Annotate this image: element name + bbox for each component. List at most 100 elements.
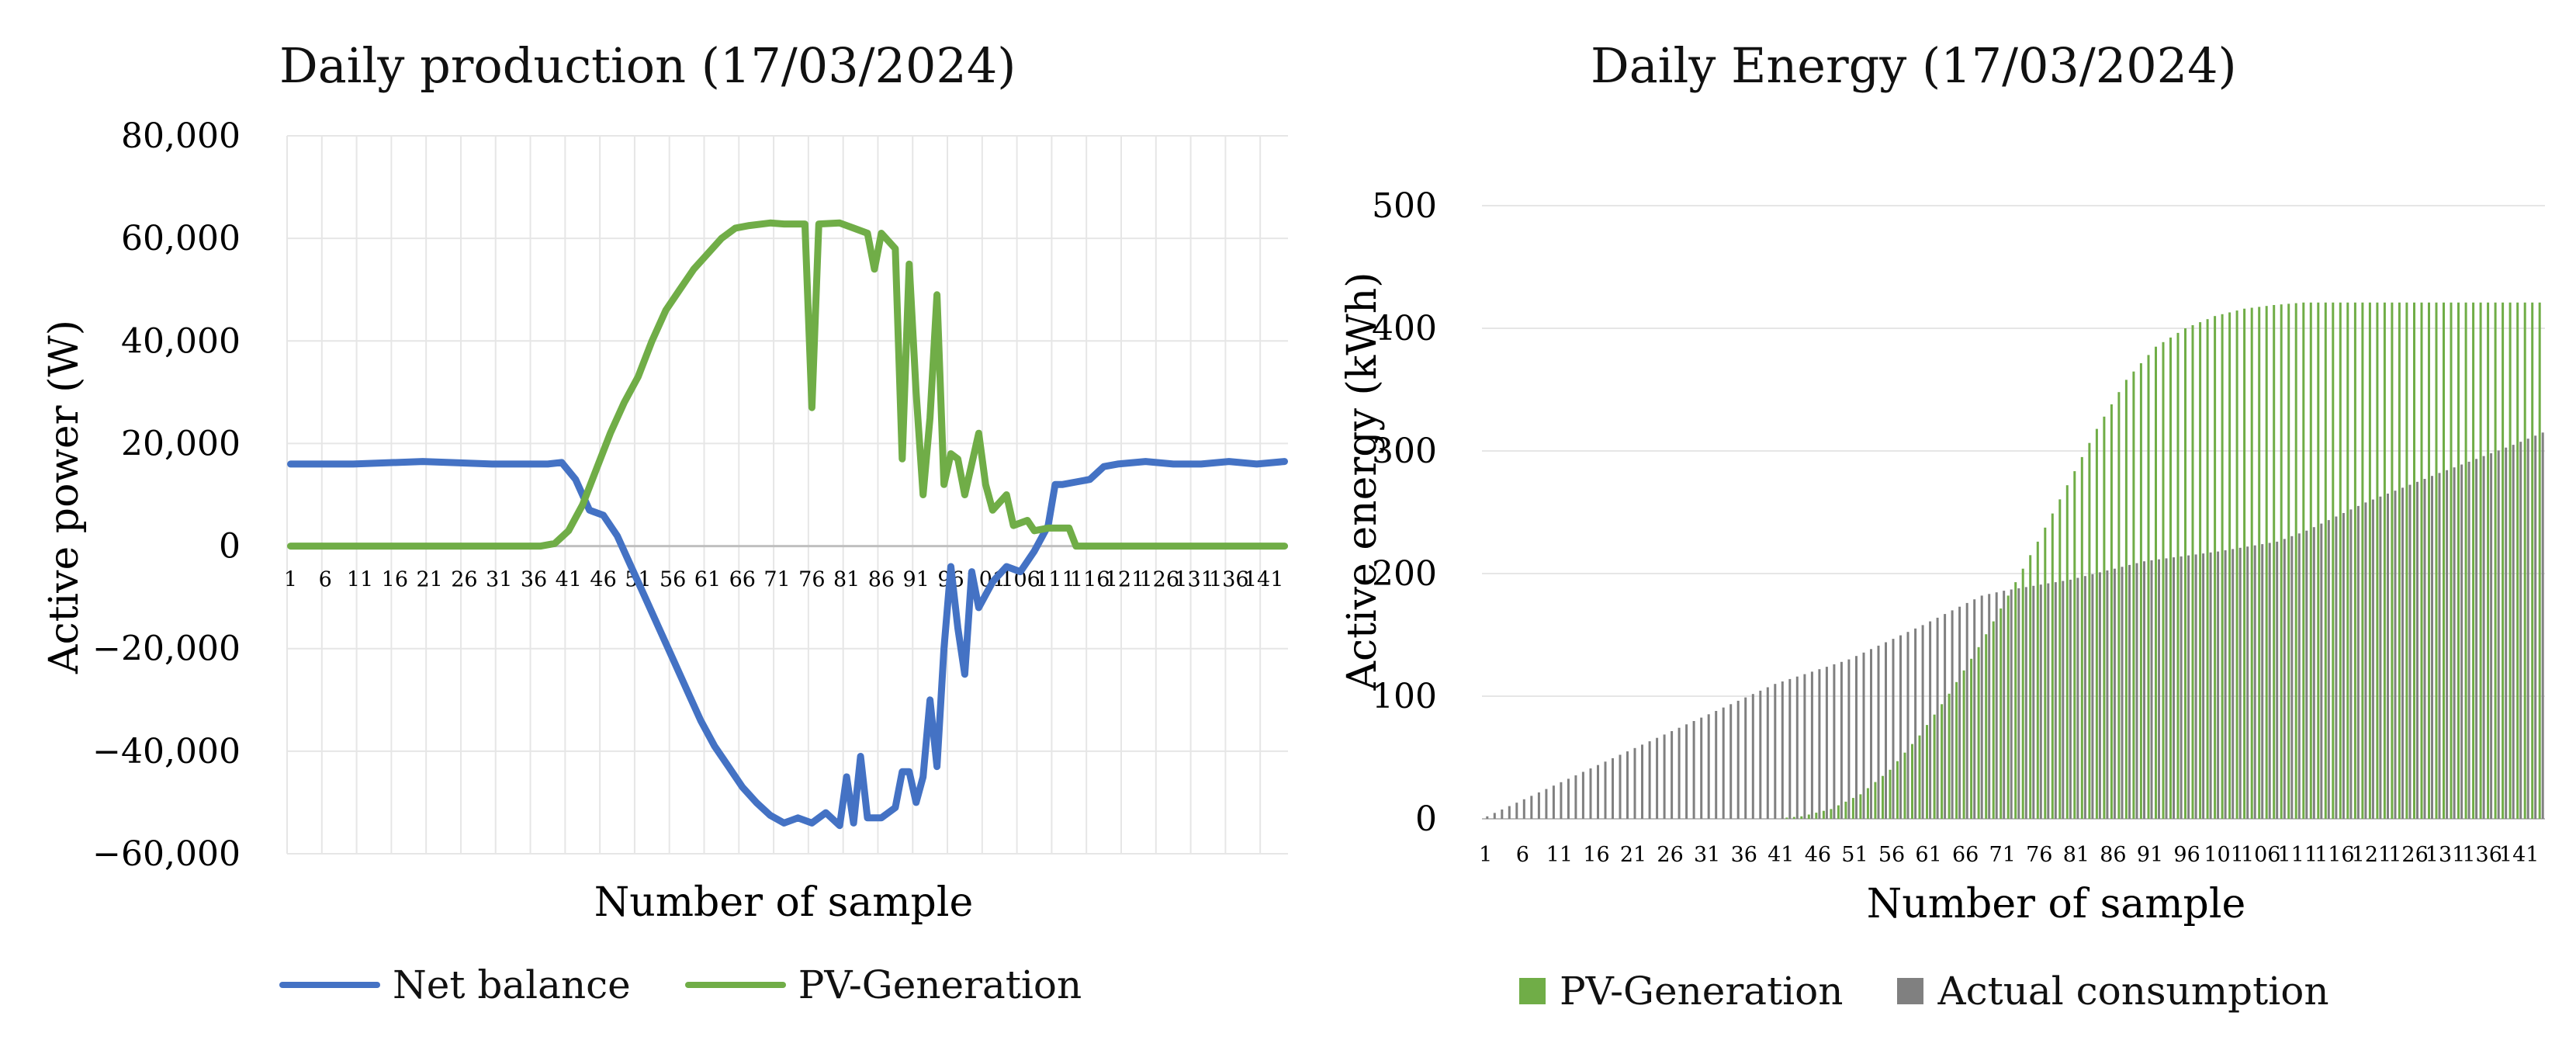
pv-generation-swatch [684, 982, 786, 988]
x-tick-label: 71 [1989, 843, 2016, 867]
actual-consumption-bar [2356, 505, 2360, 819]
actual-consumption-bar [1648, 741, 1651, 819]
actual-consumption-bar [1744, 697, 1747, 819]
pv-generation-bar [2391, 302, 2394, 819]
pv-generation-bar [2191, 325, 2194, 819]
x-tick-label: 116 [1070, 568, 1110, 592]
pv-generation-bar [1941, 704, 1944, 819]
pv-generation-bar [2117, 392, 2121, 819]
x-tick-label: 111 [1035, 568, 1075, 592]
pv-generation-bar [2044, 527, 2047, 820]
actual-consumption-bar [1995, 592, 1998, 819]
pv-generation-bar [2405, 302, 2408, 819]
actual-consumption-bar [2475, 459, 2478, 819]
pv-generation-bar [1822, 810, 1825, 819]
pv-generation-bar [2243, 308, 2246, 819]
pv-generation-bar [2080, 456, 2083, 819]
x-tick-label: 91 [2137, 843, 2163, 867]
actual-consumption-bar [2335, 516, 2338, 819]
x-tick-label: 41 [556, 568, 582, 592]
actual-consumption-bar [1825, 667, 1828, 819]
actual-consumption-bar [2519, 442, 2522, 819]
pv-generation-bar [2472, 302, 2475, 819]
actual-consumption-bar [1855, 656, 1858, 819]
pv-generation-bar [1807, 814, 1810, 819]
actual-consumption-bar [1914, 628, 1917, 819]
x-tick-label: 136 [2462, 843, 2502, 867]
actual-consumption-bar [1692, 721, 1695, 819]
x-tick-label: 121 [2352, 843, 2392, 867]
pv-generation-bar [2346, 302, 2349, 819]
actual-consumption-bar [2003, 591, 2006, 819]
y-axis-title: Active power (W) [41, 320, 88, 674]
pv-generation-bar [2302, 302, 2305, 819]
actual-consumption-bar [1574, 775, 1577, 819]
actual-consumption-bar [2268, 543, 2271, 819]
actual-consumption-bar [1537, 792, 1540, 819]
x-tick-label: 116 [2315, 843, 2355, 867]
pv-generation-bar [2014, 582, 2017, 819]
x-tick-label: 31 [1694, 843, 1720, 867]
actual-consumption-bar [1715, 711, 1718, 819]
actual-consumption-bar [2401, 487, 2404, 819]
legend-item-net-balance[interactable]: Net balance [279, 962, 631, 1007]
x-tick-label: 61 [1915, 843, 1941, 867]
actual-consumption-bar [2394, 491, 2397, 819]
actual-consumption-bar [1633, 747, 1636, 819]
actual-consumption-bar [1840, 661, 1843, 819]
x-tick-label: 16 [382, 568, 408, 592]
x-tick-label: 86 [868, 568, 895, 592]
actual-consumption-bar [1567, 778, 1570, 819]
actual-consumption-bar [2128, 564, 2131, 819]
pv-generation-bar [2339, 302, 2342, 819]
pv-generation-bar [2420, 302, 2423, 819]
pv-generation-bar [2095, 428, 2098, 819]
y-tick-label: 20,000 [121, 424, 241, 463]
actual-consumption-bar [2113, 568, 2116, 819]
pv-generation-bar [2036, 541, 2039, 819]
chart-legend: Net balance PV-Generation [279, 962, 1136, 1007]
legend-label: Actual consumption [1937, 969, 2329, 1014]
x-tick-label: 106 [2241, 843, 2281, 867]
actual-consumption-bar [1929, 621, 1932, 819]
legend-label: PV-Generation [1560, 969, 1844, 1014]
chart-title: Daily production (17/03/2024) [279, 37, 1016, 94]
actual-consumption-bar [1722, 707, 1725, 819]
actual-consumption-bar [1803, 674, 1806, 819]
actual-consumption-bar [2091, 574, 2094, 819]
x-tick-label: 86 [2100, 843, 2126, 867]
pv-generation-bar [1970, 658, 1973, 819]
actual-consumption-bar [1781, 681, 1784, 819]
pv-generation-bar [1882, 775, 1884, 819]
legend-item-pv-generation[interactable]: PV-Generation [684, 962, 1082, 1007]
actual-consumption-bar [2512, 445, 2515, 819]
legend-item-actual-consumption[interactable]: Actual consumption [1897, 969, 2329, 1014]
actual-consumption-bar [1581, 771, 1584, 819]
actual-consumption-bar [2261, 544, 2264, 819]
x-tick-label: 61 [694, 568, 721, 592]
actual-consumption-bar [2327, 520, 2330, 819]
x-axis-title: Number of sample [1867, 881, 2246, 927]
pv-generation-bar [1889, 769, 1892, 819]
actual-consumption-bar [2379, 496, 2382, 819]
legend-item-pv-generation[interactable]: PV-Generation [1519, 969, 1843, 1014]
pv-generation-bar [1837, 805, 1840, 819]
y-tick-label: −20,000 [92, 629, 241, 669]
x-tick-label: 56 [1878, 843, 1905, 867]
actual-consumption-bar [1944, 614, 1947, 819]
actual-consumption-bar [1671, 731, 1674, 819]
pv-generation-line [287, 219, 1288, 550]
actual-consumption-bar [1818, 669, 1821, 819]
pv-generation-bar [2073, 471, 2076, 819]
actual-consumption-bar [1552, 785, 1555, 819]
actual-consumption-bar [2165, 558, 2168, 819]
actual-consumption-bar [2460, 464, 2463, 819]
actual-consumption-bar [2490, 453, 2493, 819]
pv-generation-bar [2413, 302, 2415, 819]
pv-generation-bar [2361, 302, 2364, 819]
x-tick-label: 121 [1105, 568, 1145, 592]
x-tick-label: 111 [2278, 843, 2318, 867]
actual-consumption-bar [2246, 546, 2249, 819]
actual-consumption-bar [2423, 479, 2426, 819]
